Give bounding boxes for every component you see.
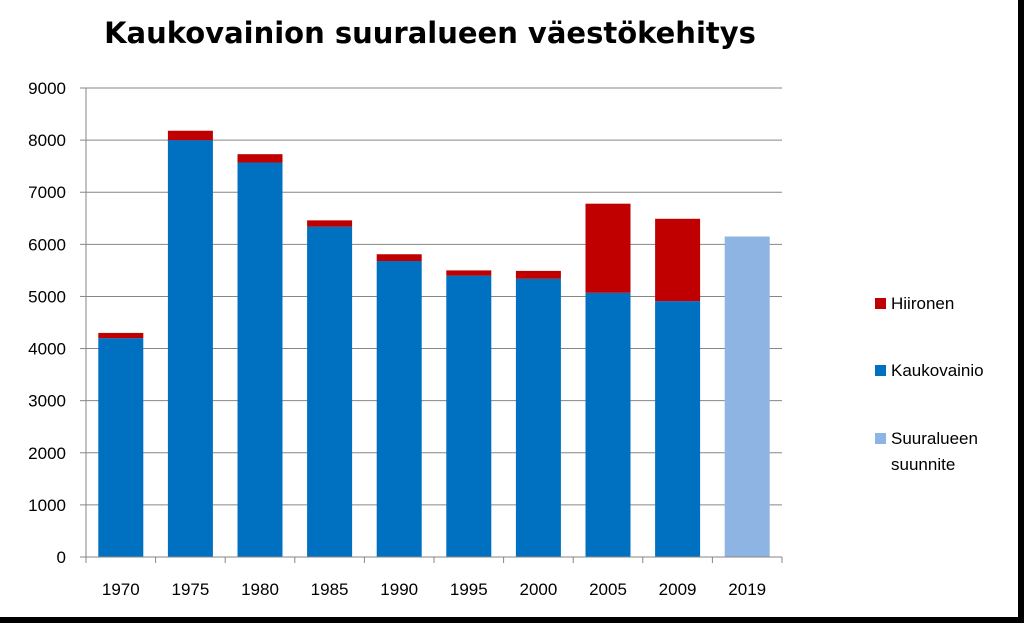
bar-hiironen [376, 254, 422, 262]
axes [80, 87, 783, 563]
y-tick-label: 5000 [28, 287, 66, 306]
x-tick-label: 2005 [589, 580, 627, 599]
bar-hiironen [655, 218, 701, 302]
bar-kaukovainio [167, 140, 213, 557]
bar-hiironen [237, 154, 283, 163]
x-tick-label: 2009 [659, 580, 697, 599]
bar-kaukovainio [446, 275, 492, 557]
y-tick-label: 4000 [28, 340, 66, 359]
bar-hiironen [585, 203, 631, 293]
x-tick-label: 1995 [450, 580, 488, 599]
chart-title: Kaukovainion suuralueen väestökehitys [104, 16, 756, 50]
legend-label: suunnite [891, 455, 955, 474]
y-tick-label: 8000 [28, 131, 66, 150]
legend: Hiironen Kaukovainio Suuralueen suunnite [875, 294, 984, 474]
x-tick-label: 2019 [728, 580, 766, 599]
bar-kaukovainio [307, 226, 353, 558]
legend-swatch [875, 433, 886, 444]
x-tick-label: 1985 [311, 580, 349, 599]
y-tick-labels: 0 1000 2000 3000 4000 5000 6000 7000 8000 9000 [28, 79, 66, 567]
bar-hiironen [446, 270, 492, 276]
x-tick-label: 1970 [102, 580, 140, 599]
bar-kaukovainio [585, 292, 631, 557]
bar-hiironen [167, 130, 213, 141]
x-tick-label: 1980 [241, 580, 279, 599]
bar-hiironen [98, 332, 144, 339]
bar-hiironen [515, 270, 561, 279]
bars [98, 130, 770, 558]
x-tick-labels: 1970 1975 1980 1985 1990 1995 2000 2005 2009 2019 [102, 580, 766, 599]
legend-swatch [875, 298, 886, 309]
bar-kaukovainio [515, 278, 561, 557]
y-tick-label: 0 [57, 548, 66, 567]
legend-label: Hiironen [891, 294, 954, 313]
y-tick-label: 3000 [28, 392, 66, 411]
bar-kaukovainio [655, 301, 701, 557]
bar-kaukovainio [98, 338, 144, 557]
x-tick-label: 2000 [519, 580, 557, 599]
y-tick-label: 1000 [28, 496, 66, 515]
y-tick-label: 7000 [28, 183, 66, 202]
y-tick-label: 6000 [28, 235, 66, 254]
y-tick-label: 9000 [28, 79, 66, 98]
x-tick-label: 1990 [380, 580, 418, 599]
bar-hiironen [307, 220, 353, 227]
y-tick-label: 2000 [28, 444, 66, 463]
bar-suuralueen-suunnite [724, 236, 770, 557]
legend-label: Suuralueen [891, 429, 978, 448]
legend-swatch [875, 365, 886, 376]
legend-label: Kaukovainio [891, 361, 984, 380]
x-tick-label: 1975 [171, 580, 209, 599]
bar-kaukovainio [237, 162, 283, 557]
bar-kaukovainio [376, 261, 422, 557]
